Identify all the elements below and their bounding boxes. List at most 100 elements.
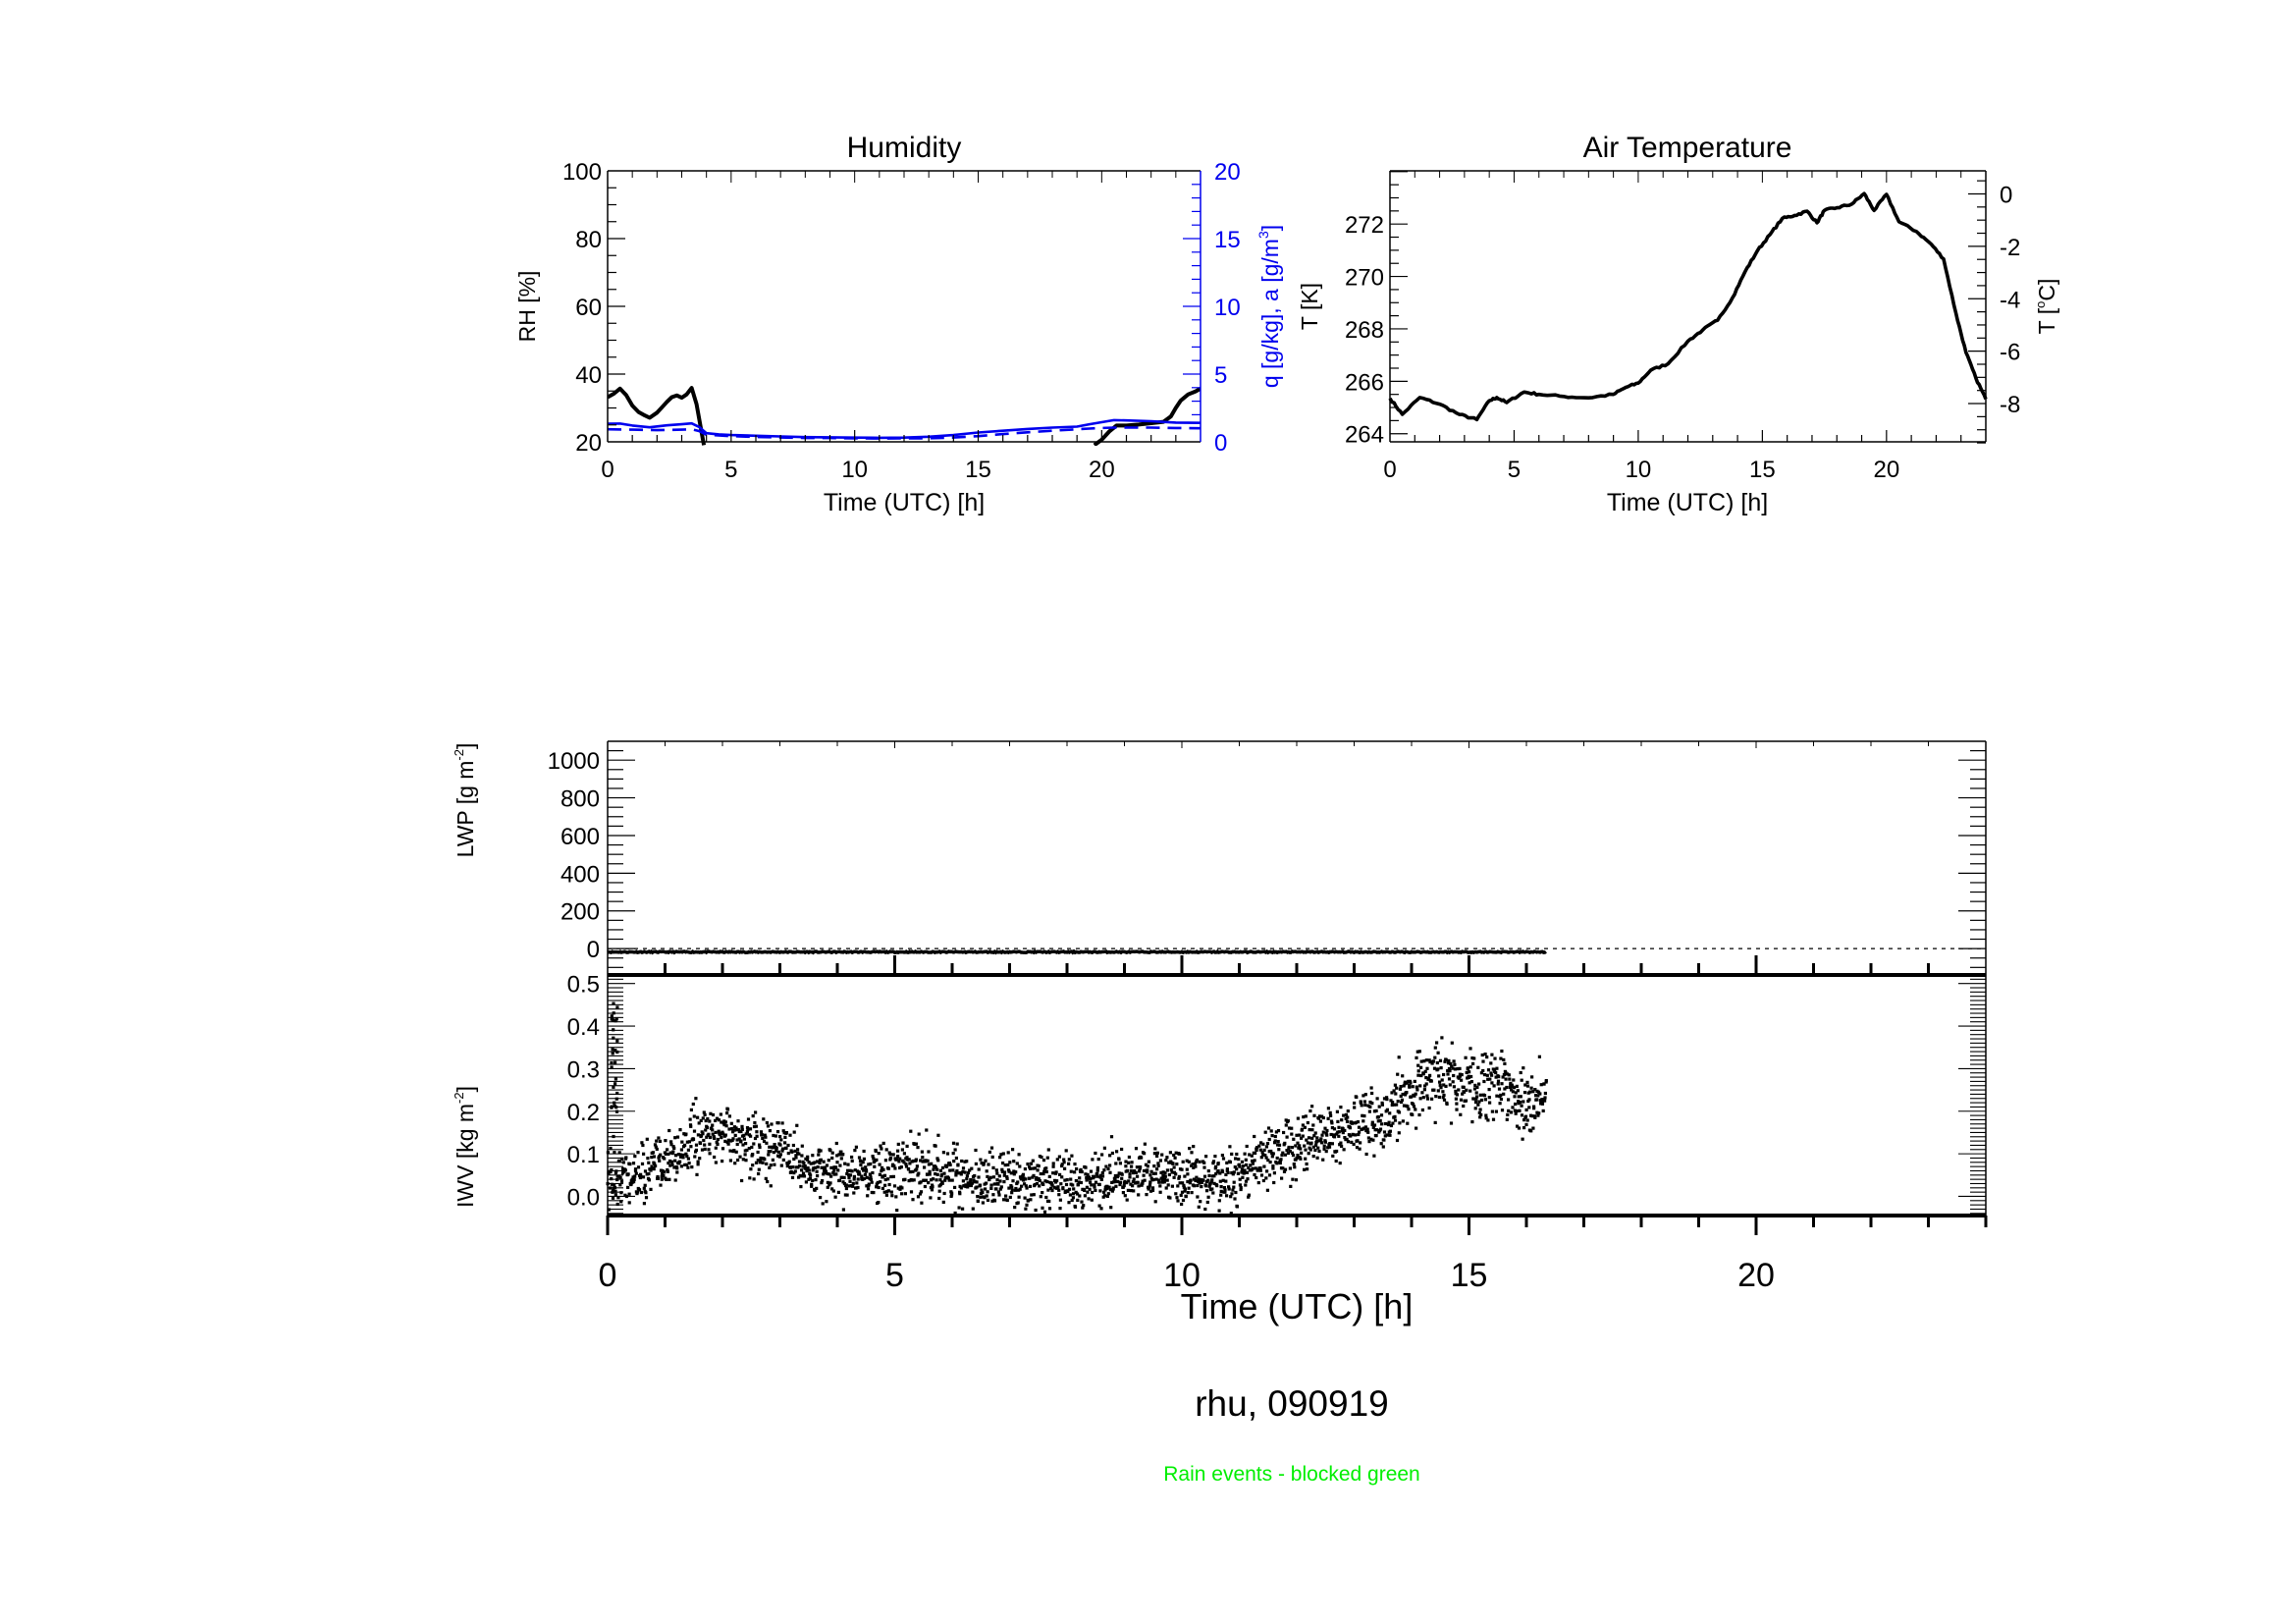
- humidity-x-tick-label: 20: [1089, 457, 1115, 483]
- iwv-point: [1397, 1131, 1401, 1135]
- iwv-point: [1468, 1089, 1472, 1093]
- iwv-point: [794, 1154, 798, 1158]
- iwv-point: [1424, 1058, 1428, 1062]
- iwv-point: [958, 1192, 962, 1196]
- iwv-point: [1383, 1121, 1387, 1126]
- iwv-point: [975, 1180, 979, 1184]
- iwv-point: [1202, 1161, 1206, 1164]
- iwv-point: [1057, 1155, 1061, 1159]
- iwv-point: [702, 1110, 706, 1114]
- iwv-point: [1472, 1097, 1476, 1101]
- iwv-point: [708, 1142, 712, 1146]
- iwv-point: [1262, 1164, 1266, 1168]
- iwv-point: [789, 1169, 793, 1173]
- iwv-point: [1187, 1186, 1191, 1190]
- iwv-point: [1481, 1059, 1485, 1063]
- iwv-point: [793, 1149, 797, 1153]
- iwv-point: [739, 1129, 743, 1134]
- humidity-plot-area: [608, 386, 1201, 446]
- iwv-point: [1127, 1155, 1131, 1160]
- iwv-point: [658, 1159, 662, 1163]
- iwv-point: [1049, 1186, 1053, 1190]
- iwv-point: [1442, 1072, 1446, 1077]
- iwv-y-axis-label-main: IWV [kg m: [453, 1104, 478, 1208]
- iwv-point: [973, 1180, 977, 1184]
- air-temperature-right-y-tick-label: -4: [2000, 287, 2020, 313]
- iwv-point: [998, 1187, 1002, 1191]
- iwv-point: [1211, 1162, 1215, 1165]
- iwv-point: [1391, 1101, 1395, 1105]
- iwv-point: [676, 1153, 680, 1157]
- iwv-point: [826, 1180, 829, 1184]
- iwv-point: [721, 1160, 724, 1163]
- iwv-point: [1486, 1068, 1491, 1072]
- iwv-point: [1458, 1072, 1462, 1076]
- iwv-point: [1473, 1083, 1477, 1087]
- iwv-point: [1466, 1066, 1469, 1070]
- iwv-point: [1466, 1076, 1469, 1080]
- iwv-point: [1528, 1090, 1532, 1094]
- humidity-y-tick-label: 60: [575, 295, 602, 321]
- iwv-point: [1298, 1133, 1302, 1137]
- iwv-point: [693, 1155, 697, 1159]
- iwv-point: [1100, 1174, 1105, 1178]
- iwv-point: [1452, 1059, 1456, 1063]
- iwv-point: [1388, 1133, 1392, 1137]
- iwv-point: [852, 1174, 856, 1178]
- iwv-point: [1403, 1080, 1407, 1084]
- iwv-point: [710, 1126, 714, 1130]
- iwv-x-tick-label: 15: [1451, 1257, 1488, 1294]
- iwv-point: [1544, 1079, 1548, 1083]
- iwv-point: [1079, 1180, 1083, 1185]
- iwv-point: [642, 1152, 646, 1156]
- iwv-point: [673, 1154, 678, 1158]
- air-temperature-x-tick-label: 20: [1873, 457, 1899, 483]
- humidity-right-y-tick-label: 15: [1214, 227, 1241, 253]
- iwv-point: [1388, 1129, 1392, 1133]
- iwv-point: [613, 1183, 616, 1187]
- iwv-point: [1440, 1078, 1444, 1082]
- iwv-point: [1517, 1102, 1521, 1106]
- iwv-point: [879, 1180, 882, 1184]
- iwv-point: [1144, 1163, 1148, 1166]
- iwv-point: [1421, 1096, 1425, 1100]
- iwv-point: [1204, 1184, 1208, 1188]
- iwv-point: [950, 1191, 954, 1195]
- iwv-point: [1429, 1079, 1433, 1083]
- iwv-plot-area: [606, 1001, 1548, 1216]
- iwv-point: [1311, 1123, 1315, 1127]
- iwv-point: [681, 1156, 685, 1160]
- iwv-point: [1398, 1121, 1402, 1125]
- iwv-point: [1411, 1112, 1415, 1116]
- iwv-point: [1507, 1109, 1511, 1112]
- iwv-point: [969, 1178, 973, 1182]
- iwv-point: [1067, 1187, 1072, 1191]
- iwv-point: [1271, 1166, 1275, 1170]
- iwv-point: [1095, 1168, 1099, 1172]
- iwv-point: [1437, 1074, 1441, 1078]
- iwv-point: [1355, 1095, 1359, 1099]
- iwv-point: [1178, 1181, 1182, 1185]
- iwv-point: [1285, 1135, 1289, 1139]
- iwv-x-tick-label: 10: [1163, 1257, 1201, 1294]
- iwv-point: [1499, 1097, 1503, 1102]
- iwv-point: [1206, 1169, 1210, 1173]
- iwv-point: [686, 1148, 690, 1152]
- iwv-point: [1421, 1072, 1425, 1076]
- iwv-point: [752, 1142, 756, 1146]
- iwv-point: [1148, 1183, 1152, 1187]
- iwv-point: [1355, 1146, 1360, 1150]
- iwv-point: [1315, 1136, 1319, 1140]
- iwv-point: [1198, 1181, 1201, 1185]
- iwv-point: [726, 1142, 730, 1146]
- iwv-point: [1486, 1077, 1490, 1081]
- iwv-point: [874, 1149, 878, 1153]
- iwv-point: [1511, 1106, 1515, 1109]
- iwv-point: [792, 1157, 796, 1162]
- iwv-point: [1034, 1208, 1038, 1213]
- iwv-point: [916, 1195, 921, 1199]
- iwv-point: [942, 1191, 946, 1196]
- iwv-point: [969, 1183, 973, 1188]
- iwv-point: [1254, 1166, 1257, 1170]
- iwv-point: [612, 1036, 615, 1040]
